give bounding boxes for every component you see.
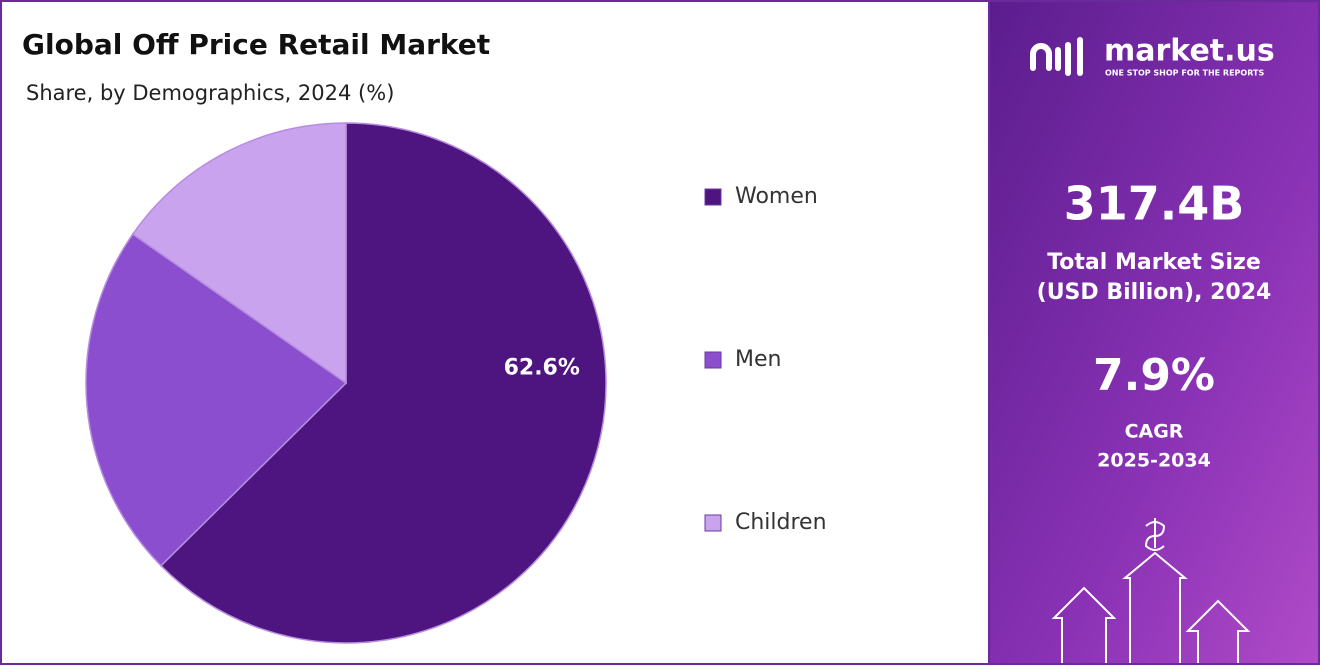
side-panel [990,2,1318,663]
market-size: 317.4B [1064,177,1245,231]
cagr-label: CAGR [1125,421,1184,443]
legend-swatch [704,351,722,369]
pie-slice [159,122,607,644]
tagline: ONE STOP SHOP FOR THE REPORTS [1105,69,1264,78]
decor-arrows [1051,518,1251,663]
cagr-label: 2025-2034 [1097,450,1211,472]
logo-icon [1030,37,1083,76]
legend-label: Children [735,510,827,535]
legend-swatch [704,188,722,206]
pie-slice [131,122,347,385]
market-size-label: (USD Billion), 2024 [1037,280,1272,305]
chart-title: Global Off Price Retail Market [22,28,490,61]
pie-slice [85,233,348,567]
data-label: 62.6% [504,356,580,381]
logo-text: market.us [1104,34,1275,69]
chart-subtitle: Share, by Demographics, 2024 (%) [26,81,394,105]
market-size-label: Total Market Size [1047,250,1261,275]
legend-label: Women [735,184,818,209]
legend: Women Men Children [704,184,827,535]
legend-label: Men [735,347,781,372]
cagr: 7.9% [1093,350,1215,401]
pie: 62.6% [85,122,607,644]
legend-swatch [704,514,722,532]
